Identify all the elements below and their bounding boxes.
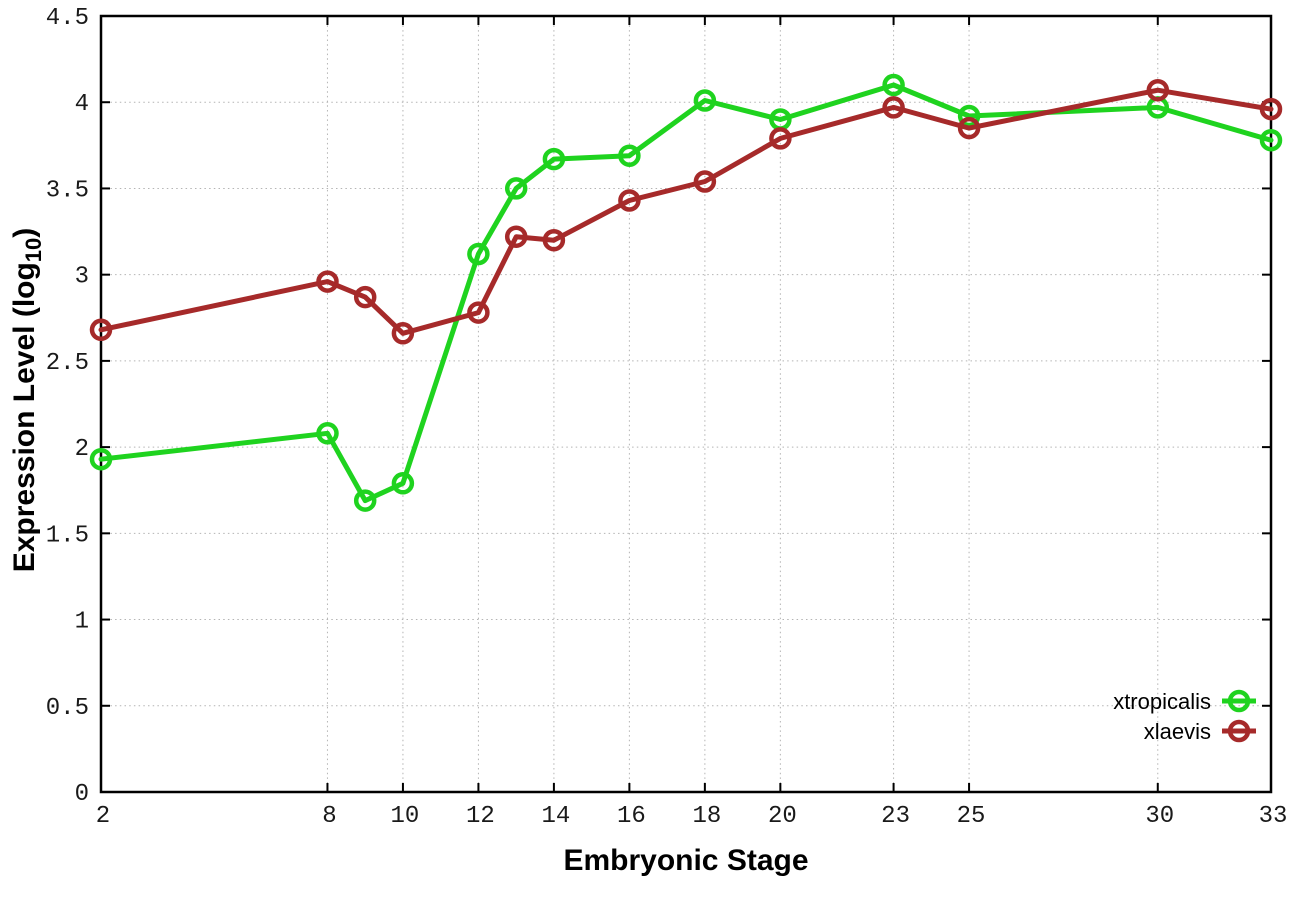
y-tick-label: 3.5 bbox=[46, 177, 89, 204]
x-tick-label: 18 bbox=[692, 803, 721, 830]
x-tick-label: 23 bbox=[881, 803, 910, 830]
data-point-xlaevis bbox=[504, 225, 528, 248]
data-point-xlaevis bbox=[957, 116, 981, 140]
data-point-xtropicalis bbox=[391, 472, 415, 495]
y-axis-title-main: Expression Level (log bbox=[8, 262, 41, 572]
data-point-xtropicalis bbox=[693, 89, 717, 112]
axis-layer bbox=[99, 14, 1273, 794]
x-tick-label: 12 bbox=[466, 803, 495, 830]
y-axis-title-subscript: 10 bbox=[21, 238, 46, 262]
x-tick-label: 25 bbox=[957, 803, 986, 830]
data-point-xtropicalis bbox=[89, 447, 113, 471]
data-point-xtropicalis bbox=[353, 489, 377, 512]
x-tick-label: 10 bbox=[391, 803, 420, 830]
y-tick-label: 4.5 bbox=[46, 5, 89, 32]
data-point-xtropicalis bbox=[542, 147, 566, 171]
data-point-xlaevis bbox=[618, 189, 641, 212]
data-point-xtropicalis bbox=[957, 104, 981, 128]
y-tick-label: 1 bbox=[75, 609, 89, 636]
y-tick-label: 0 bbox=[75, 781, 89, 808]
x-tick-label: 2 bbox=[96, 803, 110, 830]
x-tick-label: 30 bbox=[1145, 803, 1174, 830]
data-point-xtropicalis bbox=[316, 422, 339, 445]
data-point-xlaevis bbox=[467, 301, 490, 324]
data-point-xlaevis bbox=[693, 170, 717, 193]
data-point-xlaevis bbox=[316, 270, 339, 293]
x-tick-label: 20 bbox=[768, 803, 797, 830]
plot-border bbox=[99, 14, 1273, 794]
data-point-xlaevis bbox=[353, 285, 377, 309]
tick-label-layer: 2 8 10 12 14 16 18 20 23 25 30 33 0 0.5 1 1.5 2 2.5 3 3.5 4 4… bbox=[46, 5, 1288, 830]
data-point-xtropicalis bbox=[618, 144, 641, 167]
legend: xtropicalis xlaevis bbox=[1113, 689, 1256, 744]
series-line-xlaevis bbox=[98, 87, 1274, 336]
y-tick-label: 1.5 bbox=[46, 522, 89, 549]
legend-label-xlaevis: xlaevis bbox=[1144, 719, 1211, 744]
x-tick-label: 33 bbox=[1259, 803, 1288, 830]
legend-marker-icon-xlaevis bbox=[1227, 719, 1251, 743]
y-tick-label: 2.5 bbox=[46, 350, 89, 377]
y-tick-label: 2 bbox=[75, 436, 89, 463]
y-axis-title-end: ) bbox=[8, 228, 41, 238]
data-point-xtropicalis bbox=[467, 242, 490, 266]
grid-layer bbox=[101, 16, 1271, 792]
legend-label-xtropicalis: xtropicalis bbox=[1113, 689, 1211, 714]
y-tick-label: 0.5 bbox=[46, 695, 89, 722]
data-point-xlaevis bbox=[1146, 78, 1170, 102]
data-point-xlaevis bbox=[89, 318, 113, 342]
data-point-xlaevis bbox=[1259, 97, 1283, 121]
x-tick-label: 16 bbox=[617, 803, 646, 830]
data-point-xtropicalis bbox=[504, 177, 528, 200]
legend-marker-icon-xtropicalis bbox=[1227, 689, 1251, 713]
y-axis-title: Expression Level (log10) bbox=[8, 228, 46, 573]
data-point-xlaevis bbox=[391, 322, 415, 345]
data-point-xlaevis bbox=[542, 228, 566, 252]
x-axis-title: Embryonic Stage bbox=[563, 844, 808, 877]
data-point-xlaevis bbox=[882, 96, 905, 119]
data-point-xtropicalis bbox=[1259, 128, 1283, 152]
data-point-xtropicalis bbox=[882, 73, 905, 97]
x-tick-label: 8 bbox=[322, 803, 336, 830]
y-tick-label: 3 bbox=[75, 264, 89, 291]
data-point-xlaevis bbox=[769, 127, 792, 150]
x-tick-label: 14 bbox=[541, 803, 570, 830]
y-tick-label: 4 bbox=[75, 91, 89, 118]
series-layer bbox=[89, 73, 1283, 512]
